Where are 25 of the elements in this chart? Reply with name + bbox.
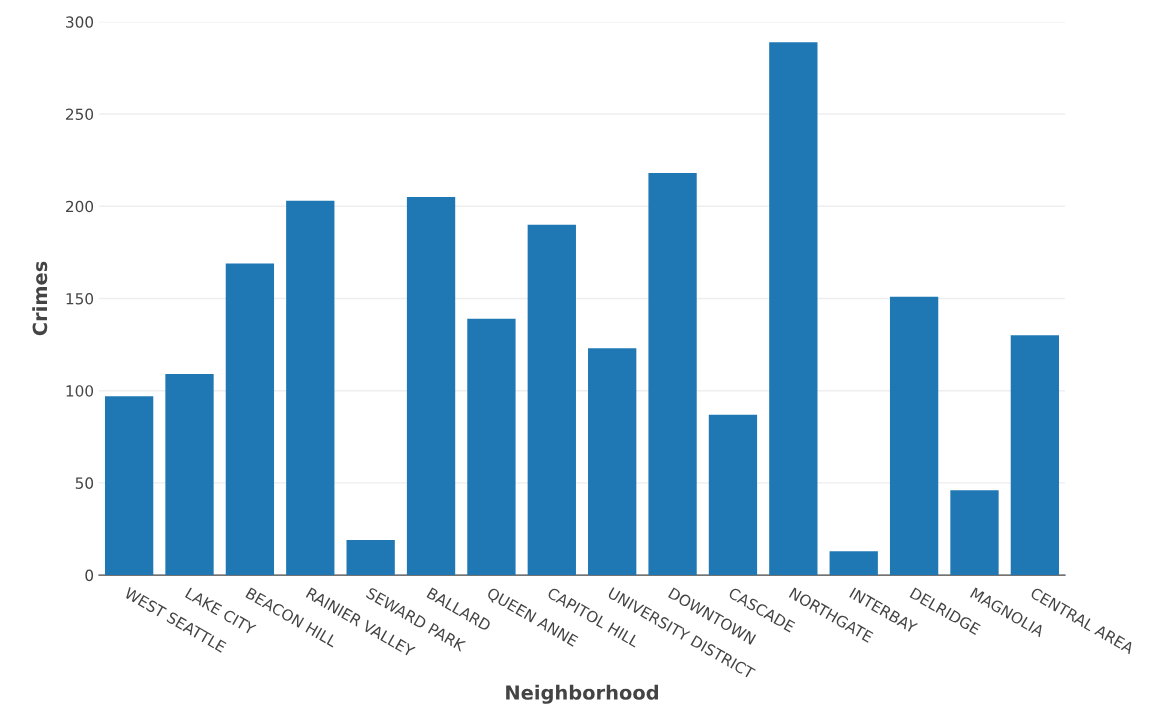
y-tick-label: 100 (66, 385, 94, 397)
y-axis-title: Crimes (32, 261, 48, 336)
bar (829, 551, 878, 576)
bar (1010, 335, 1060, 576)
bar (165, 374, 214, 576)
bar (286, 200, 335, 576)
y-tick-label: 50 (75, 477, 94, 489)
bar (467, 318, 516, 576)
y-tick-label: 150 (66, 292, 94, 305)
y-tick-label: 300 (66, 16, 94, 28)
bar (708, 414, 758, 576)
bar (889, 296, 939, 576)
bar (648, 173, 697, 576)
bar (527, 224, 576, 576)
bar (588, 348, 637, 576)
bar (950, 490, 999, 576)
bar (346, 540, 395, 576)
bar (769, 42, 818, 576)
y-tick-label: 200 (66, 200, 94, 213)
y-tick-label: 250 (66, 108, 94, 121)
bar (104, 396, 154, 576)
bar (406, 197, 456, 576)
y-tick-label: 0 (85, 569, 94, 582)
x-axis-title: Neighborhood (506, 684, 658, 704)
bar (225, 263, 275, 576)
